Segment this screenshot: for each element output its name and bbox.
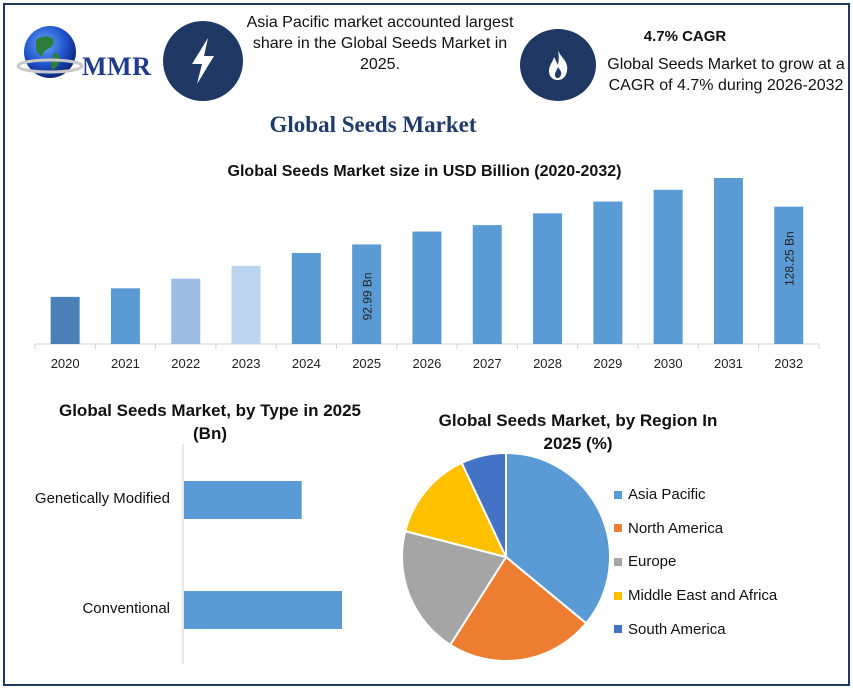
type-label-gm: Genetically Modified	[34, 490, 170, 507]
lightning-bolt-icon	[192, 38, 214, 84]
legend-item: Europe	[614, 545, 777, 579]
lightning-badge	[163, 21, 243, 101]
x-tick-label-2030: 2030	[654, 356, 683, 371]
cagr-title: 4.7% CAGR	[643, 28, 727, 45]
legend-swatch	[614, 591, 622, 600]
bar-2024	[291, 252, 321, 344]
x-tick-label-2024: 2024	[292, 356, 321, 371]
page-title: Global Seeds Market	[269, 112, 477, 137]
flame-icon	[549, 50, 568, 80]
legend-item: Asia Pacific	[614, 478, 777, 512]
legend-label: North America	[628, 519, 724, 537]
mmr-globe-logo	[16, 26, 84, 78]
legend-item: North America	[614, 512, 777, 546]
x-tick-label-2028: 2028	[533, 356, 562, 371]
x-tick-label-2032: 2032	[774, 356, 803, 371]
market-size-chart-title: Global Seeds Market size in USD Billion …	[227, 163, 622, 180]
bar-2025	[352, 244, 382, 344]
type-label-conventional: Conventional	[82, 600, 170, 617]
flame-badge	[520, 29, 596, 101]
legend-label: Middle East and Africa	[628, 587, 778, 605]
legend-swatch	[614, 557, 622, 566]
pie-slice-3	[404, 461, 508, 559]
bar-2031	[713, 178, 743, 344]
type-bar-0	[184, 481, 302, 519]
legend-label: Europe	[628, 553, 677, 571]
region-chart-title: Global Seeds Market, by Region In 2025 (…	[438, 411, 718, 453]
legend-item: South America	[614, 612, 777, 646]
bar-2023	[231, 265, 261, 344]
page-frame	[3, 3, 850, 686]
pie-slice-0	[505, 451, 611, 625]
legend-item: Middle East and Africa	[614, 579, 777, 613]
region-legend: Asia Pacific North America Europe Middle…	[614, 478, 777, 646]
x-tick-label-2021: 2021	[111, 356, 140, 371]
pie-slice-2	[401, 529, 508, 647]
bar-2022	[171, 278, 201, 344]
bar-2030	[653, 189, 683, 344]
legend-swatch	[614, 524, 622, 533]
pie-slice-1	[448, 555, 588, 662]
bar-2032	[774, 206, 804, 344]
x-tick-label-2027: 2027	[473, 356, 502, 371]
bar-2020	[50, 296, 80, 344]
pie-slice-4	[460, 451, 507, 558]
bar-2028	[533, 213, 563, 344]
logo-text: MMR	[82, 52, 152, 81]
x-tick-label-2022: 2022	[171, 356, 200, 371]
data-label-2032: 128.25 Bn	[783, 231, 797, 286]
legend-swatch	[614, 625, 622, 634]
x-tick-label-2020: 2020	[51, 356, 80, 371]
bar-2029	[593, 201, 623, 344]
type-bar-1	[184, 591, 342, 629]
legend-label: South America	[628, 620, 726, 638]
x-tick-label-2023: 2023	[232, 356, 261, 371]
bar-2026	[412, 231, 442, 344]
x-tick-label-2025: 2025	[352, 356, 381, 371]
type-chart-title: Global Seeds Market, by Type in 2025 (Bn…	[58, 401, 362, 443]
bar-2027	[472, 225, 502, 344]
x-tick-label-2031: 2031	[714, 356, 743, 371]
x-tick-label-2029: 2029	[593, 356, 622, 371]
legend-swatch	[614, 490, 622, 499]
cagr-info: Global Seeds Market to grow at a CAGR of…	[607, 56, 845, 94]
x-tick-label-2026: 2026	[412, 356, 441, 371]
data-label-2025: 92.99 Bn	[361, 272, 375, 320]
legend-label: Asia Pacific	[628, 486, 706, 504]
asia-pacific-info: Asia Pacific market accounted largest sh…	[246, 14, 514, 73]
bar-2021	[110, 288, 140, 344]
